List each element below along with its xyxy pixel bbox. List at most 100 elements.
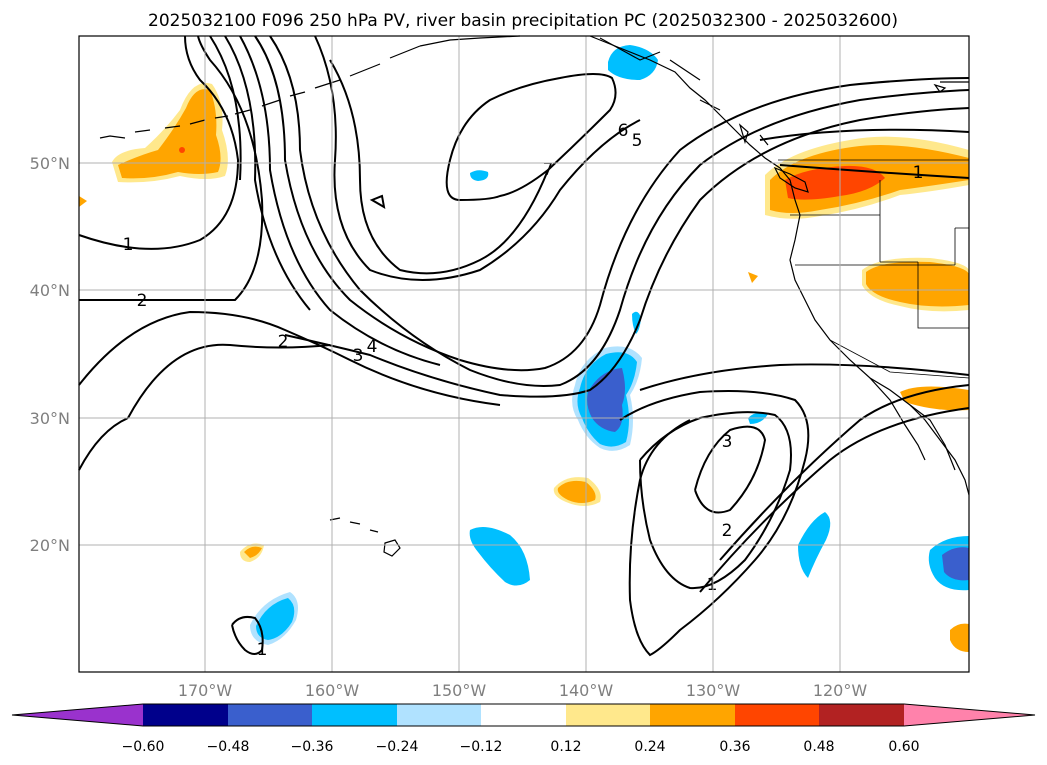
colorbar-tick-label: 0.36 — [719, 739, 750, 755]
contour-label: 4 — [367, 337, 378, 357]
lat-label: 40°N — [30, 281, 70, 300]
pv-contour-1-west — [78, 35, 240, 250]
colorbar-tick-label: −0.24 — [376, 739, 419, 755]
contour-label: 7 — [543, 160, 554, 180]
map-title: 2025032100 F096 250 hPa PV, river basin … — [148, 11, 898, 31]
graticule — [79, 36, 969, 672]
shade-positive-mid — [866, 261, 969, 307]
alaska-coast — [599, 37, 721, 111]
lon-label: 170°W — [178, 681, 233, 700]
pv-contour-2-southeast — [719, 384, 970, 561]
shade-positive-mid — [118, 89, 221, 179]
shade-positive-mid — [79, 196, 87, 207]
colorbar-segment — [481, 704, 566, 726]
lake-outline — [933, 83, 947, 93]
shade-positive-high — [179, 147, 185, 153]
shade-negative-mid — [469, 526, 530, 586]
colorbar-segment — [143, 704, 228, 726]
colorbar: −0.60 −0.48 −0.36 −0.24 −0.12 0.12 0.24 … — [11, 703, 1036, 755]
colorbar-segment — [819, 704, 904, 726]
shading-layer — [79, 45, 969, 652]
colorbar-tick-label: −0.60 — [122, 739, 165, 755]
lon-labels: 170°W 160°W 150°W 140°W 130°W 120°W — [178, 681, 868, 700]
contour-label: 2 — [137, 291, 148, 311]
colorbar-tick-label: −0.48 — [207, 739, 250, 755]
colorbar-segment — [650, 704, 735, 726]
colorbar-extend-right — [904, 704, 1035, 726]
contour-label: 6 — [618, 121, 629, 141]
lat-labels: 50°N 40°N 30°N 20°N — [30, 154, 70, 555]
contour-label: 3 — [353, 346, 364, 366]
colorbar-outline — [11, 703, 1036, 727]
lat-label: 50°N — [30, 154, 70, 173]
shade-negative-mid — [632, 311, 641, 334]
colorbar-segment — [566, 704, 650, 726]
contour-label: 3 — [722, 432, 733, 452]
colorbar-segment — [397, 704, 481, 726]
shade-positive-mid — [900, 386, 969, 411]
pv-contour-1-south — [127, 343, 331, 419]
pv-contour-1-southeast — [699, 407, 970, 593]
pv-contour-2-inner — [224, 35, 311, 311]
shade-negative-mid — [256, 598, 295, 640]
pv-contour-ne-1 — [759, 128, 970, 141]
contour-label: 1 — [913, 163, 924, 183]
contour-label: 2 — [278, 332, 289, 352]
hawaii-outline — [329, 517, 401, 557]
shade-negative-mid — [608, 45, 658, 80]
shade-positive-mid — [748, 272, 758, 283]
contour-labels: 1 2 2 3 4 5 6 7 3 2 1 1 1 — [123, 121, 924, 660]
coastlines — [99, 35, 970, 557]
colorbar-tick-label: −0.12 — [460, 739, 503, 755]
west-coast-outline — [419, 35, 970, 496]
colorbar-segment — [735, 704, 819, 726]
shade-negative-mid — [470, 170, 489, 181]
contour-label: 5 — [632, 131, 643, 151]
colorbar-tick-label: 0.60 — [888, 739, 919, 755]
colorbar-extend-left — [12, 704, 143, 726]
pv-contour-7 — [329, 59, 617, 275]
pv-contour-2-west — [78, 35, 264, 302]
colorbar-segment — [312, 704, 397, 726]
aleutian-islands — [99, 45, 421, 139]
vancouver-island — [773, 166, 809, 193]
borders — [778, 159, 970, 379]
lon-label: 130°W — [686, 681, 741, 700]
pv-contour-2-south-loop — [639, 411, 792, 590]
pv-contour-ne-2 — [779, 164, 970, 179]
lon-label: 150°W — [432, 681, 487, 700]
lat-label: 20°N — [30, 536, 70, 555]
map-frame — [78, 35, 970, 673]
colorbar-tick-label: 0.48 — [803, 739, 834, 755]
contour-label: 1 — [123, 235, 134, 255]
shade-positive-high — [785, 165, 885, 200]
shade-positive-mid — [244, 546, 262, 558]
contour-label: 1 — [707, 575, 718, 595]
pv-contour-2 — [78, 310, 501, 406]
pv-contour-6 — [314, 35, 641, 281]
colorbar-tick-label: 0.24 — [634, 739, 665, 755]
pv-contour-small — [369, 194, 386, 209]
pv-contour-3-inner — [239, 35, 441, 366]
pv-contour-4 — [269, 35, 970, 387]
shade-negative-high — [942, 547, 969, 581]
pv-contours — [78, 35, 970, 657]
pv-contour-1-inner — [209, 35, 242, 181]
colorbar-tick-label: 0.12 — [550, 739, 581, 755]
lon-label: 160°W — [305, 681, 360, 700]
baja-outline — [869, 377, 956, 471]
state-borders — [790, 180, 970, 379]
colorbar-segment — [228, 704, 312, 726]
pv-contour-3-south-loop — [694, 425, 767, 514]
pv-contour-3 — [284, 107, 970, 398]
pv-contour-5 — [254, 35, 970, 372]
pv-contour-1-south-loop — [619, 390, 810, 657]
pv-contour-3-southeast — [639, 363, 970, 391]
lat-label: 30°N — [30, 409, 70, 428]
pv-contour-1-small — [231, 615, 264, 655]
lon-label: 140°W — [559, 681, 614, 700]
pv-contour-1-west-edge — [78, 417, 129, 471]
colorbar-tick-label: −0.36 — [291, 739, 334, 755]
contour-label: 1 — [257, 640, 268, 660]
